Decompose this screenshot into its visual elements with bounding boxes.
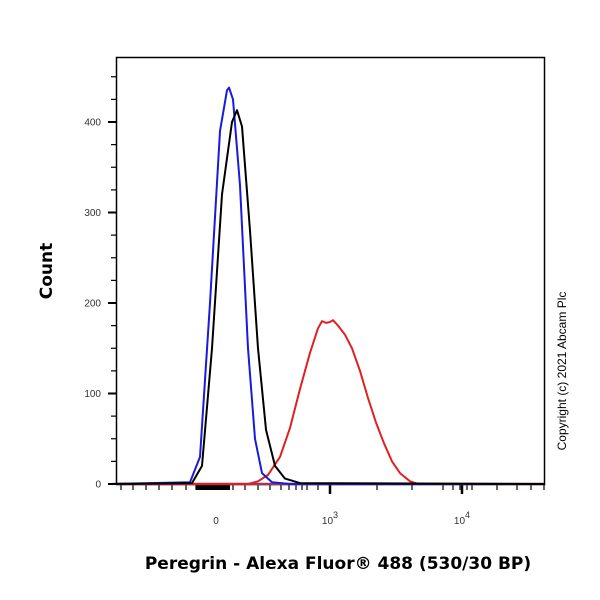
x-zero-tick-cluster bbox=[196, 485, 230, 490]
copyright-notice: Copyright (c) 2021 Abcam Plc bbox=[555, 292, 569, 451]
x-axis-ticks bbox=[120, 485, 545, 494]
y-axis-tick-labels: 0 100 200 300 400 bbox=[84, 118, 101, 491]
series-line-black bbox=[109, 109, 546, 485]
series-line-blue bbox=[109, 86, 545, 485]
x-axis-tick-labels: 0 103 104 bbox=[213, 510, 470, 527]
x-tick-label: 103 bbox=[322, 510, 338, 527]
x-axis-title: Peregrin - Alexa Fluor® 488 (530/30 BP) bbox=[145, 554, 531, 574]
y-tick-label: 100 bbox=[84, 389, 101, 400]
x-tick-label: 0 bbox=[213, 516, 219, 527]
y-tick-label: 400 bbox=[84, 118, 101, 129]
series-line-red bbox=[110, 319, 545, 485]
plot-frame bbox=[115, 56, 546, 486]
y-tick-label: 0 bbox=[95, 480, 101, 491]
y-tick-label: 200 bbox=[84, 299, 101, 310]
y-tick-label: 300 bbox=[84, 208, 101, 219]
y-axis-ticks bbox=[108, 76, 116, 485]
y-axis-title: Count bbox=[37, 243, 57, 300]
x-tick-label: 104 bbox=[454, 510, 470, 527]
histogram-series bbox=[109, 86, 546, 486]
